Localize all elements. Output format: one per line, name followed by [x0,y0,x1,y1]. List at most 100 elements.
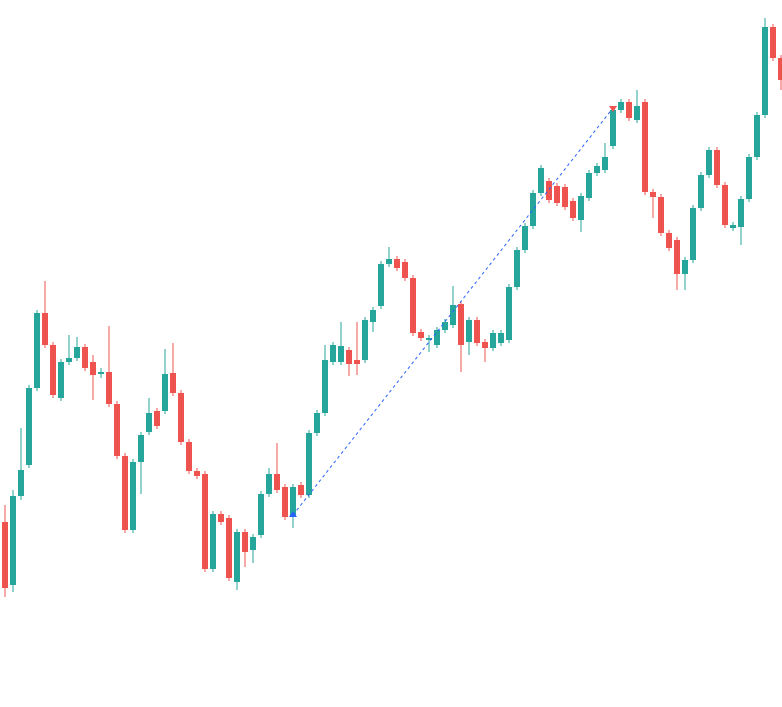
candle-body [234,532,240,582]
candle-body [282,487,288,517]
candle-body [722,185,728,225]
candles [2,18,782,597]
candle-body [770,27,776,58]
candle-body [762,27,768,115]
candle-body [170,373,176,393]
candle-body [562,187,568,207]
candle-body [314,413,320,433]
candle-body [466,320,472,342]
candle-body [578,196,584,220]
candle-body [2,522,8,588]
candle-body [138,435,144,462]
candle-body [306,433,312,495]
candle-body [514,250,520,287]
candle-body [490,333,496,348]
candle-body [626,102,632,118]
candle-body [18,470,24,496]
candle-body [90,362,96,375]
candle-body [82,347,88,368]
candle-body [506,287,512,340]
candle-body [330,345,336,362]
candle-body [354,360,360,364]
candle-body [402,262,408,278]
candle-body [674,240,680,274]
candle-body [658,197,664,233]
candle-body [666,233,672,248]
candle-body [114,404,120,456]
candle-body [394,259,400,268]
candle-body [594,166,600,173]
candle-body [642,102,648,192]
candle-body [242,532,248,552]
candle-body [322,360,328,413]
candle-body [226,518,232,578]
candle-body [266,474,272,494]
candle-body [218,514,224,522]
candle-body [10,496,16,585]
candle-body [202,474,208,569]
candle-body [442,322,448,330]
candle-body [482,342,488,348]
trend-line-start-marker [289,511,297,517]
candle-body [754,115,760,157]
candle-body [154,411,160,426]
candle-body [602,157,608,170]
candle-body [530,193,536,226]
candle-body [730,225,736,228]
candle-body [738,199,744,227]
candle-body [546,181,552,200]
candle-body [682,260,688,274]
trend-line-end-marker [609,106,617,112]
candle-body [538,168,544,193]
candle-body [130,462,136,530]
candle-body [74,347,80,358]
candle-body [586,173,592,198]
candle-body [410,278,416,333]
candle-body [690,208,696,260]
candle-body [706,150,712,175]
trend-line [292,107,614,516]
candle-body [746,157,752,199]
candle-body [474,320,480,343]
candle-body [186,442,192,471]
candle-body [610,110,616,146]
candle-body [58,362,64,398]
candle-body [50,345,56,395]
candle-body [418,332,424,338]
candle-body [570,201,576,218]
candle-body [98,372,104,374]
candle-body [522,226,528,250]
candle-body [178,393,184,442]
candle-body [698,175,704,208]
candle-body [298,485,304,495]
candle-body [162,374,168,411]
candle-body [778,58,782,80]
candle-body [370,310,376,322]
candle-body [338,346,344,362]
candle-body [386,259,392,264]
candle-body [426,338,432,340]
candle-body [498,333,504,343]
candle-body [194,471,200,476]
candle-body [210,514,216,569]
candle-body [122,456,128,530]
candle-body [714,150,720,185]
candle-body [258,494,264,535]
candle-body [650,192,656,197]
candle-body [146,413,152,432]
candle-body [378,264,384,306]
candle-body [634,106,640,120]
candle-body [458,304,464,345]
candle-body [290,487,296,517]
candle-body [42,313,48,345]
candle-body [346,350,352,364]
candle-body [274,474,280,490]
candle-body [250,537,256,550]
candle-body [450,305,456,325]
candle-body [26,388,32,465]
candle-body [106,372,112,404]
candle-body [362,320,368,360]
candle-body [66,358,72,362]
